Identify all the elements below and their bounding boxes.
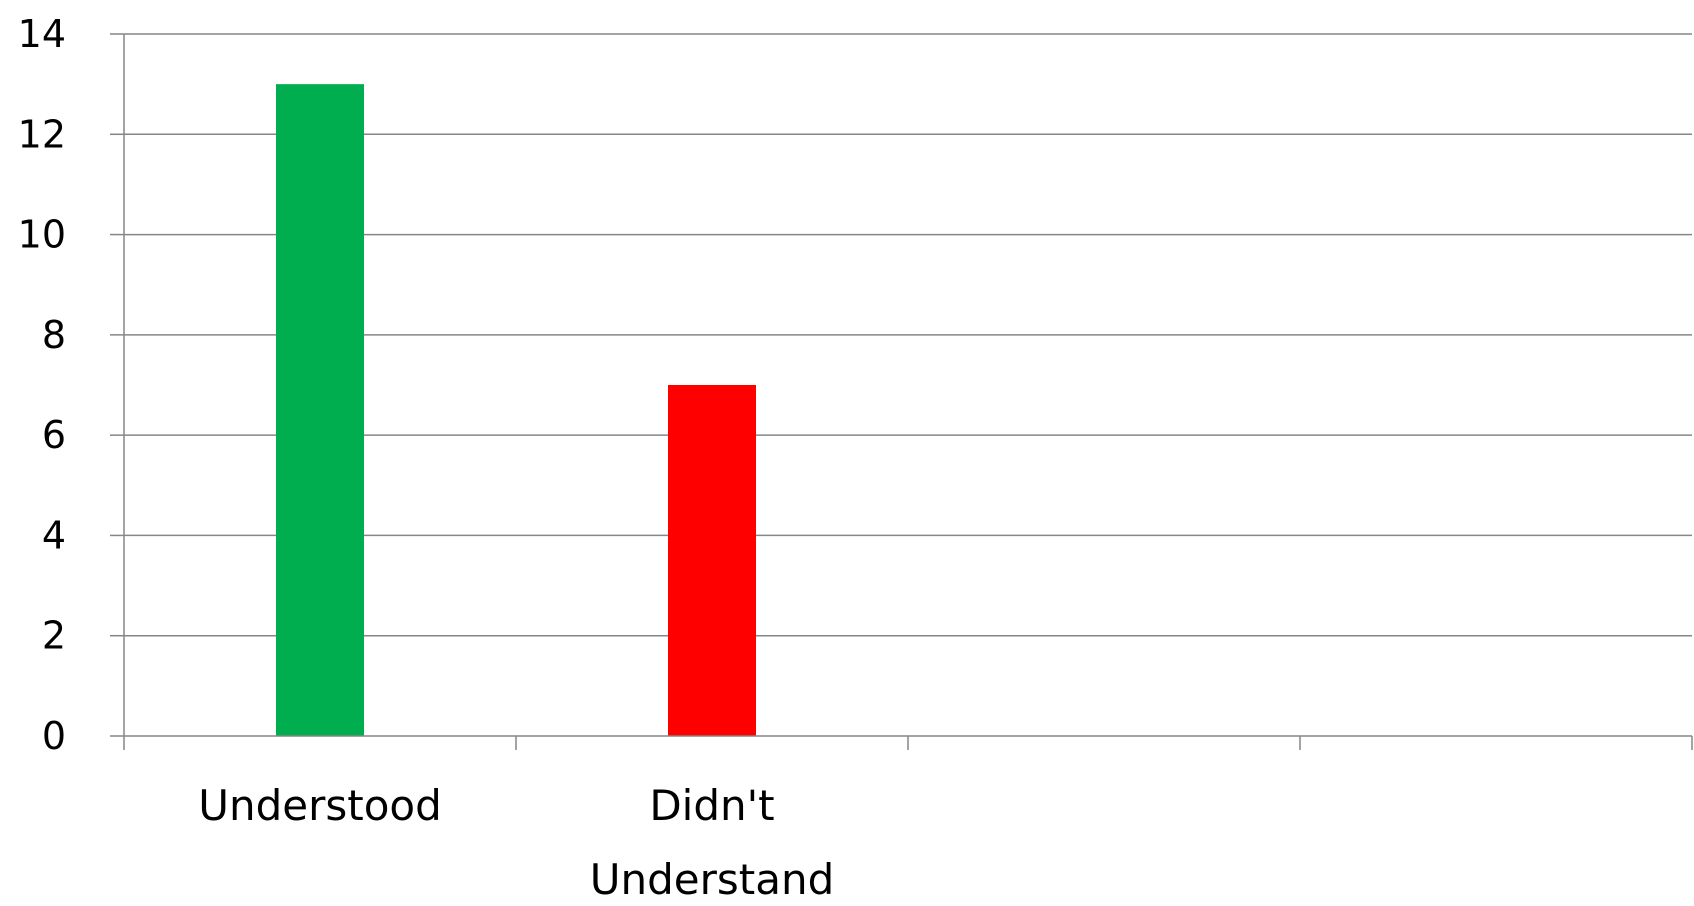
y-tick-label-8: 8 (42, 313, 66, 357)
y-tick-label-2: 2 (42, 614, 66, 658)
y-tick-label-14: 14 (18, 12, 66, 56)
bar-didn-t-understand (668, 385, 756, 736)
y-tick-label-12: 12 (18, 112, 66, 156)
y-tick-label-4: 4 (42, 513, 66, 557)
y-tick-label-0: 0 (42, 714, 66, 758)
x-category-labels: Understood Didn't Understand (198, 781, 835, 904)
y-tick-label-6: 6 (42, 413, 66, 457)
gridlines (124, 33, 1692, 637)
y-tick-labels: 0 2 4 6 8 10 12 14 (18, 12, 66, 758)
y-tick-label-10: 10 (18, 213, 66, 257)
bar-understood (276, 84, 364, 736)
bars (276, 84, 756, 736)
axes (110, 33, 1693, 750)
x-category-label-0: Understood (198, 781, 442, 830)
x-category-label-1: Didn't Understand (590, 781, 835, 902)
